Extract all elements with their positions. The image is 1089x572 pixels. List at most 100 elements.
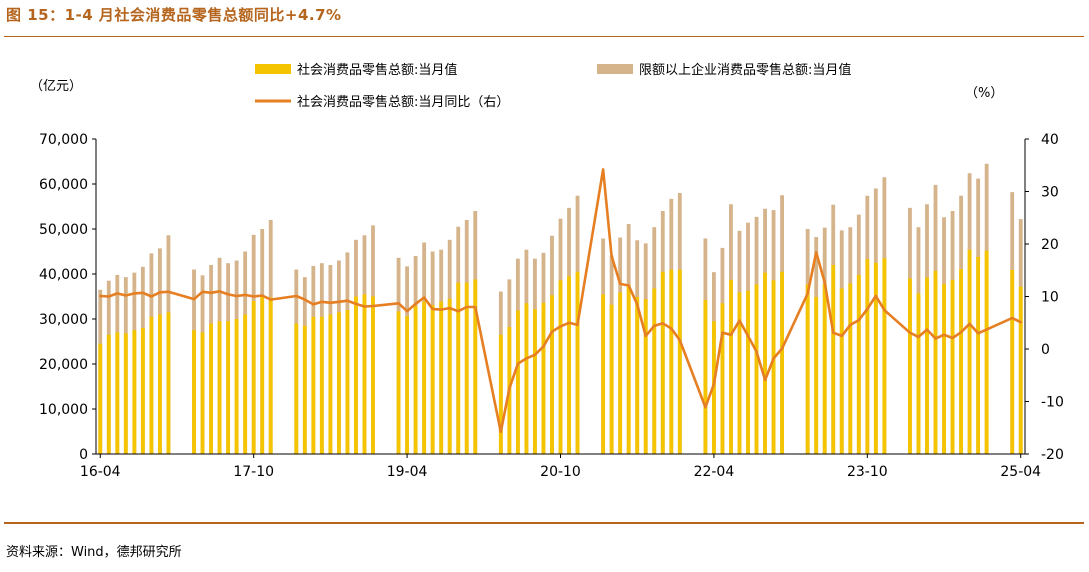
bar-retail-total [115, 332, 120, 454]
bar-retail-total [1010, 269, 1015, 454]
right-tick-label: -10 [1041, 395, 1064, 411]
bar-retail-total [336, 312, 341, 454]
bar-retail-total [447, 298, 452, 454]
bar-retail-total [345, 310, 350, 454]
bar-retail-total [541, 302, 546, 454]
bar-retail-total [814, 296, 819, 454]
bar-retail-total [976, 256, 981, 454]
bar-retail-total [302, 325, 307, 454]
right-tick-label: 20 [1041, 237, 1059, 253]
bar-retail-total [106, 334, 111, 454]
bar-retail-total [319, 316, 324, 454]
right-tick-label: 0 [1041, 342, 1050, 358]
left-tick-label: 0 [79, 447, 88, 463]
bar-retail-total [533, 309, 537, 454]
bar-retail-total [464, 282, 469, 454]
plot-area: 70,000 60,000 50,000 40,000 30,000 20,000 10,0… [39, 132, 1064, 480]
bar-retail-total [1018, 286, 1023, 454]
bar-retail-total [328, 314, 333, 454]
right-tick-label: 30 [1041, 185, 1059, 201]
x-tick-label: 25-04 [1000, 464, 1041, 480]
bar-retail-total [984, 250, 989, 454]
figure-title: 图 15：1-4 月社会消费品零售总额同比+4.7% [6, 6, 342, 24]
bar-retail-total [677, 269, 682, 454]
bar-retail-total [805, 284, 810, 454]
bar-retail-total [158, 314, 162, 454]
bar-retail-total [311, 316, 316, 454]
bar-retail-total [149, 316, 154, 454]
left-tick-label: 20,000 [39, 357, 88, 373]
bar-retail-total [405, 316, 410, 454]
bar-retail-total [942, 283, 946, 454]
x-tick-label: 16-04 [80, 464, 121, 480]
left-tick-label: 10,000 [39, 402, 88, 418]
right-tick-label: 40 [1041, 132, 1059, 148]
bar-retail-total [575, 271, 580, 454]
bar-retail-total [669, 269, 674, 454]
bar-retail-total [192, 330, 196, 454]
bar-retail-total [473, 279, 478, 454]
legend: 社会消费品零售总额:当月值 限额以上企业消费品零售总额:当月值 社会消费品零售总… [255, 62, 851, 110]
bar-retail-total [873, 262, 878, 454]
legend-swatch-retail-total [255, 64, 291, 74]
bar-retail-total [515, 310, 520, 454]
right-tick-label: 10 [1041, 290, 1059, 306]
bar-retail-total [396, 311, 401, 454]
bar-retail-total [933, 270, 938, 454]
bar-retail-total [618, 292, 623, 454]
left-tick-label: 70,000 [39, 132, 88, 148]
bar-retail-total [763, 272, 767, 454]
bar-retail-total [959, 269, 963, 454]
bar-retail-total [362, 294, 367, 454]
bar-retail-total [132, 330, 137, 454]
x-tick-label: 19-04 [387, 464, 428, 480]
legend-label-retail-total: 社会消费品零售总额:当月值 [297, 62, 457, 78]
bar-retail-total [294, 323, 299, 454]
bar-retail-total [626, 284, 631, 454]
x-tick-label: 22-04 [694, 464, 735, 480]
bar-retail-total [839, 288, 844, 454]
bar-retail-total [967, 249, 972, 454]
bar-retail-total [780, 271, 785, 454]
bar-retail-total [729, 279, 733, 454]
bar-retail-total [720, 303, 725, 454]
bar-retail-total [140, 328, 145, 454]
bar-retail-total [430, 305, 435, 454]
left-axis-unit: （亿元） [30, 79, 82, 94]
x-tick-label: 17-10 [233, 464, 274, 480]
bar-retail-total [413, 305, 418, 454]
bar-retail-total [524, 303, 529, 454]
right-tick-label: -20 [1041, 447, 1064, 463]
bar-retail-total [243, 314, 248, 454]
bar-retail-total [498, 334, 503, 454]
bar-retail-total [422, 301, 427, 454]
right-axis-unit: （%） [965, 86, 1003, 101]
bar-retail-total [703, 300, 708, 454]
bar-retail-total [123, 333, 128, 454]
bar-retail-total [354, 296, 358, 454]
bar-retail-total [209, 323, 213, 454]
x-tick-label: 20-10 [540, 464, 581, 480]
bar-retail-total [831, 265, 836, 454]
bar-retail-total [567, 276, 571, 454]
bar-retail-total [882, 258, 887, 454]
bar-retail-total [200, 332, 205, 454]
bar-retail-total [746, 290, 750, 454]
bar-retail-total [848, 283, 853, 454]
bar-retail-total [916, 293, 921, 454]
bar-retail-total [166, 312, 171, 454]
left-tick-label: 60,000 [39, 177, 88, 193]
source-note: 资料来源：Wind，德邦研究所 [6, 545, 182, 560]
bar-retail-total [217, 321, 222, 454]
yoy-line [99, 168, 1023, 434]
bar-retail-total [439, 301, 444, 454]
bar-retail-total [643, 299, 648, 454]
left-tick-label: 50,000 [39, 222, 88, 238]
bar-retail-total [456, 282, 461, 454]
legend-swatch-above-scale [597, 64, 633, 74]
bar-retail-total [268, 297, 273, 454]
bar-retail-total [737, 292, 742, 454]
bar-retail-total [908, 278, 912, 454]
bar-retail-total [371, 296, 375, 454]
